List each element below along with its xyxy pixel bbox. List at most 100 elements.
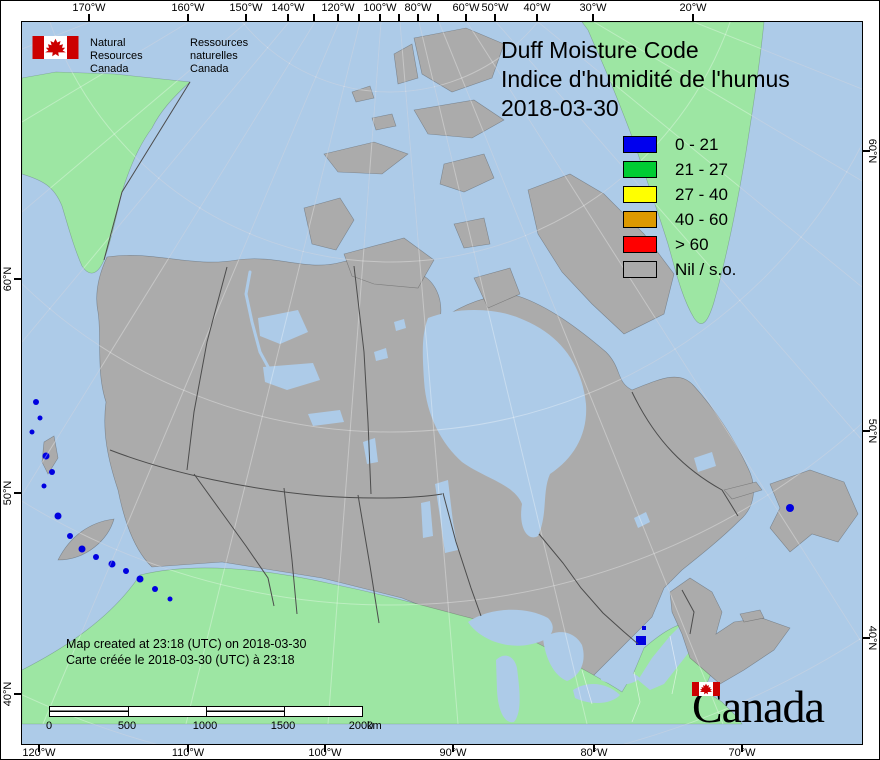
bottom-tick [452,745,454,752]
top-axis-label: 140°W [271,2,305,14]
scalebar: 0 500 1000 1500 2000 km [46,706,389,734]
left-tick [14,693,21,695]
canada-flag-icon [32,36,79,59]
left-axis-label: 40°N [2,681,14,707]
top-axis-label: 100°W [363,2,397,14]
map-frame: Natural Resources Canada Ressources natu… [21,21,863,745]
top-tick [313,14,315,21]
scalebar-tick-label: 0 [45,720,53,732]
legend-swatch [623,186,657,203]
left-tick [14,492,21,494]
bottom-tick [593,745,595,752]
us-state-borders [581,635,678,723]
legend-swatch [623,161,657,178]
bottom-tick [187,745,189,752]
bottom-tick [741,745,743,752]
creation-note-fr: Carte créée le 2018-03-30 (UTC) à 23:18 [66,653,295,667]
dmc-low-patches [29,399,794,645]
top-tick [88,14,90,21]
top-tick [337,14,339,21]
scalebar-tick-label: 2000 [348,720,374,732]
top-tick [379,14,381,21]
top-axis-label: 60°W [452,2,480,14]
top-tick [417,14,419,21]
canada-wordmark: Canada [692,680,825,733]
top-tick [358,14,360,21]
legend-row: 27 - 40 [623,184,736,204]
top-axis-label: 30°W [579,2,607,14]
top-tick [692,14,694,21]
top-tick [494,14,496,21]
bottom-axis-label: 90°W [439,747,467,759]
legend-swatch [623,136,657,153]
right-axis-label: 60°N [866,138,878,164]
top-tick [592,14,594,21]
legend-swatch [623,261,657,278]
bottom-tick [38,745,40,752]
scalebar-tick-label: 500 [117,720,137,732]
top-axis-label: 80°W [404,2,432,14]
legend-row: > 60 [623,234,736,254]
bottom-axis-label: 120°W [22,747,56,759]
top-axis-label: 120°W [321,2,355,14]
legend-swatch [623,211,657,228]
left-axis-label: 60°N [2,266,14,292]
scalebar-unit: km [367,720,382,732]
bottom-axis-label: 110°W [171,747,205,759]
top-tick [187,14,189,21]
legend-row: 0 - 21 [623,134,736,154]
top-tick [465,14,467,21]
top-axis-label: 20°W [679,2,707,14]
left-tick [14,278,21,280]
bottom-axis-label: 80°W [580,747,608,759]
legend-label: 40 - 60 [675,209,728,229]
greenland [581,22,765,324]
scalebar-segment [206,707,284,716]
legend-label: > 60 [675,234,709,254]
title-line-en: Duff Moisture Code [501,37,699,63]
legend-label: 21 - 27 [675,159,728,179]
legend-row: Nil / s.o. [623,259,737,279]
left-axis-label: 50°N [2,480,14,506]
map-title: Duff Moisture Code Indice d'humidité de … [501,36,790,123]
top-tick [287,14,289,21]
top-tick [437,14,439,21]
agency-name-en: Natural Resources Canada [90,37,143,75]
legend: 0 - 21 21 - 27 27 - 40 40 - 60 > 60 Nil / s.o… [623,134,737,286]
title-date: 2018-03-30 [501,95,619,121]
title-line-fr: Indice d'humidité de l'humus [501,66,790,92]
bottom-axis-label: 70°W [728,747,756,759]
right-tick [863,637,870,639]
creation-note-en: Map created at 23:18 (UTC) on 2018-03-30 [66,637,307,651]
scalebar-segment [50,707,128,716]
legend-label: Nil / s.o. [675,259,737,279]
top-axis-label: 150°W [229,2,263,14]
right-axis-label: 50°N [866,418,878,444]
arctic-islands [303,27,675,335]
bottom-axis-label: 100°W [308,747,342,759]
legend-label: 27 - 40 [675,184,728,204]
wordmark-flag-icon [692,682,720,696]
scalebar-tick-label: 1000 [192,720,218,732]
top-axis-label: 170°W [72,2,106,14]
agency-name-fr: Ressources naturelles Canada [190,37,249,75]
top-tick [536,14,538,21]
right-axis-label: 40°N [866,625,878,651]
legend-label: 0 - 21 [675,134,719,154]
right-tick [863,430,870,432]
legend-row: 40 - 60 [623,209,736,229]
creation-note: Map created at 23:18 (UTC) on 2018-03-30… [66,636,306,668]
legend-row: 21 - 27 [623,159,736,179]
province-borders [103,81,739,645]
right-tick [863,150,870,152]
scalebar-bar [49,706,363,717]
top-tick [245,14,247,21]
graticule-overlay [22,22,862,744]
east-coast [41,435,859,685]
top-tick [398,14,400,21]
scalebar-labels: 0 500 1000 1500 2000 km [46,720,389,734]
top-axis-label: 40°W [523,2,551,14]
top-axis-label: 160°W [171,2,205,14]
legend-swatch [623,236,657,253]
